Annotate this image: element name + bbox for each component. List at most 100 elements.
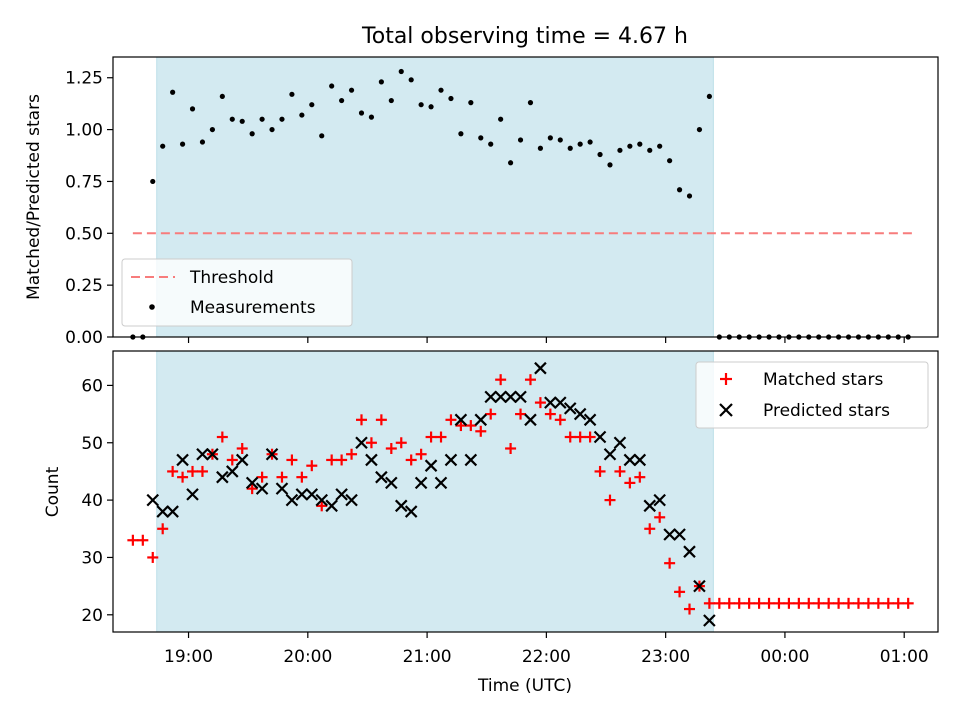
matched-star-point — [862, 597, 874, 609]
measurement-point — [498, 116, 504, 122]
matched-star-point — [564, 431, 576, 443]
measurement-point — [209, 126, 215, 133]
x-tick-label: 23:00 — [641, 647, 690, 667]
predicted-star-point — [216, 470, 229, 484]
matched-star-point — [455, 420, 467, 432]
predicted-star-point — [464, 453, 478, 467]
matched-star-point — [813, 597, 825, 609]
x-tick-label: 19:00 — [164, 647, 213, 667]
predicted-star-point — [613, 436, 627, 450]
matched-star-point — [346, 448, 358, 460]
measurement-point — [686, 193, 693, 199]
measurement-point — [667, 158, 673, 164]
predicted-star-point — [444, 453, 458, 467]
matched-star-point — [405, 454, 417, 466]
matched-star-point — [823, 597, 835, 609]
y-tick-label: 50 — [81, 434, 103, 454]
predicted-star-point — [295, 488, 309, 501]
predicted-star-point — [703, 614, 716, 627]
predicted-star-point — [385, 476, 398, 490]
predicted-star-point — [673, 528, 686, 541]
measurement-point — [219, 93, 225, 100]
x-axis-label: Time (UTC) — [477, 676, 572, 696]
predicted-stars-points — [146, 361, 716, 627]
x-tick-label: 20:00 — [283, 647, 332, 667]
measurement-point — [458, 131, 464, 137]
matched-star-point — [167, 465, 179, 477]
matched-star-point — [326, 454, 338, 466]
matched-star-point — [246, 483, 258, 495]
matched-star-point — [703, 597, 715, 609]
measurement-point — [657, 143, 663, 149]
measurement-point — [517, 137, 524, 143]
matched-star-point — [733, 597, 745, 609]
predicted-star-point — [375, 470, 388, 484]
predicted-star-point — [643, 499, 657, 513]
matched-star-point — [654, 511, 666, 523]
matched-star-point — [892, 597, 904, 609]
measurement-point — [249, 131, 255, 137]
measurement-point — [160, 143, 166, 149]
predicted-star-point — [265, 447, 279, 461]
matched-star-point — [763, 597, 775, 609]
legend-matched-label: Matched stars — [763, 370, 883, 390]
matched-star-point — [425, 431, 437, 443]
predicted-star-point — [434, 476, 448, 490]
y-tick-label: 1.00 — [65, 121, 103, 141]
matched-star-point — [187, 465, 199, 477]
matched-star-point — [365, 437, 377, 449]
predicted-star-point — [245, 476, 259, 490]
measurement-point — [637, 141, 643, 147]
measurement-point — [547, 135, 553, 141]
predicted-star-point — [365, 453, 378, 467]
predicted-star-point — [225, 465, 239, 478]
top-panel: Total observing time = 4.67 h 0.000.250.… — [24, 24, 939, 348]
measurement-point — [617, 147, 623, 153]
matched-star-point — [902, 597, 914, 609]
predicted-star-point — [633, 453, 647, 467]
matched-star-point — [584, 431, 596, 443]
predicted-star-point — [693, 579, 706, 593]
top-y-axis-label: Matched/Predicted stars — [24, 94, 44, 300]
measurement-point — [537, 145, 544, 151]
predicted-star-point — [554, 396, 567, 409]
x-tick-label: 00:00 — [760, 647, 809, 667]
matched-star-point — [554, 414, 566, 426]
matched-star-point — [137, 534, 149, 546]
measurement-point — [696, 126, 703, 133]
bottom-x-ticks: 19:00 20:00 21:00 22:00 23:00 00:00 01:00 — [164, 632, 929, 667]
y-tick-label: 0.00 — [65, 328, 103, 348]
measurement-point — [507, 160, 514, 166]
measurement-point — [179, 141, 186, 147]
matched-star-point — [435, 431, 447, 443]
measurement-point — [229, 116, 235, 122]
bottom-legend-box — [695, 361, 929, 429]
matched-star-point — [465, 420, 477, 432]
predicted-star-point — [345, 493, 358, 507]
bottom-y-axis-label: Count — [43, 466, 63, 517]
predicted-star-point — [593, 430, 607, 444]
predicted-star-point — [603, 447, 617, 461]
measurement-point — [587, 139, 593, 145]
measurement-point — [398, 68, 404, 75]
legend-matched-swatch — [720, 373, 732, 385]
measurement-point — [607, 162, 613, 168]
matched-star-point — [147, 551, 159, 563]
predicted-star-point — [663, 528, 676, 541]
measurement-point — [408, 77, 414, 83]
matched-star-point — [773, 597, 785, 609]
predicted-star-point — [683, 545, 696, 558]
predicted-star-point — [235, 453, 249, 467]
x-tick-label: 21:00 — [403, 647, 452, 667]
measurement-point — [388, 97, 394, 104]
y-tick-label: 40 — [81, 491, 103, 511]
matched-star-point — [127, 534, 139, 546]
matched-star-point — [495, 374, 507, 386]
top-title: Total observing time = 4.67 h — [361, 24, 688, 49]
legend-predicted-label: Predicted stars — [763, 401, 890, 421]
predicted-star-point — [255, 482, 269, 495]
measurement-point — [448, 95, 454, 102]
matched-star-point — [306, 460, 318, 472]
measurement-point — [527, 100, 534, 106]
matched-star-point — [286, 454, 298, 466]
